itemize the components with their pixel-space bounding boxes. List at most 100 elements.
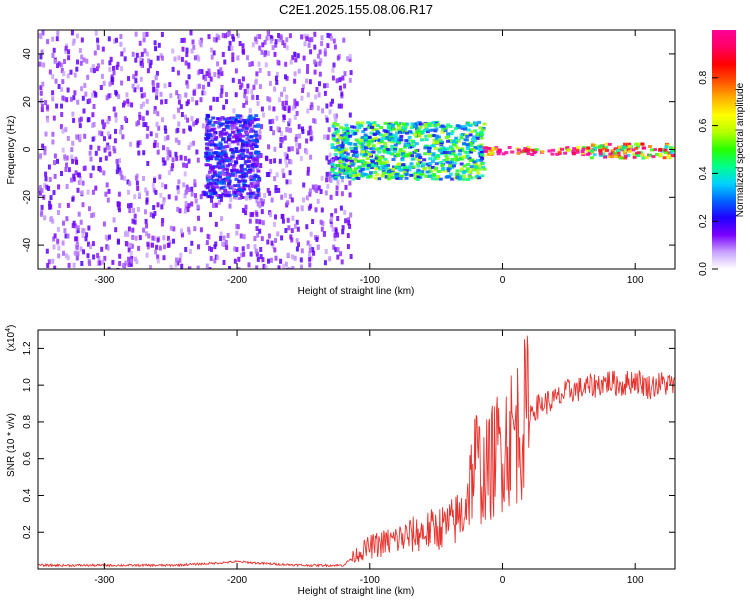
heatmap-cell (384, 132, 389, 136)
heatmap-cell (413, 133, 418, 136)
heatmap-cell (391, 123, 395, 127)
heatmap-cell (142, 37, 146, 43)
heatmap-cell (474, 165, 479, 169)
heatmap-cell (221, 185, 226, 189)
heatmap-cell (290, 197, 294, 203)
heatmap-cell (102, 170, 106, 176)
heatmap-cell (335, 141, 340, 145)
heatmap-cell (62, 71, 66, 77)
heatmap-cell (274, 188, 278, 194)
heatmap-cell (51, 36, 55, 42)
heatmap-cell (337, 156, 342, 160)
heatmap-cell (354, 138, 359, 142)
heatmap-cell (334, 228, 338, 234)
heatmap-cell (648, 153, 653, 157)
heatmap-cell (256, 169, 261, 173)
heatmap-cell (127, 101, 131, 107)
heatmap-cell (613, 151, 618, 155)
heatmap-cell (161, 157, 165, 163)
heatmap-cell (339, 85, 342, 91)
heatmap-cell (160, 182, 164, 188)
heatmap-cell (184, 189, 188, 195)
heatmap-cell (334, 123, 339, 127)
heatmap-cell (117, 191, 121, 197)
heatmap-cell (236, 224, 240, 230)
heatmap-cell (102, 221, 106, 227)
heatmap-cell (287, 267, 291, 269)
heatmap-cell (234, 146, 239, 150)
heatmap-cell (225, 92, 228, 97)
heatmap-cell (429, 123, 434, 127)
heatmap-cell (51, 53, 55, 58)
heatmap-cell (142, 150, 146, 156)
heatmap-cell (636, 154, 641, 158)
heatmap-cell (240, 82, 244, 88)
heatmap-cell (361, 130, 366, 134)
heatmap-cell (532, 151, 537, 155)
heatmap-cell (462, 125, 467, 129)
heatmap-cell (296, 206, 300, 212)
heatmap-cell (672, 148, 675, 152)
heatmap-cell (39, 90, 43, 96)
heatmap-cell (565, 146, 570, 150)
heatmap-cell (447, 150, 452, 154)
heatmap-cell (557, 150, 562, 154)
heatmap-cell (352, 174, 357, 178)
heatmap-cell (390, 152, 395, 156)
heatmap-cell (340, 152, 345, 156)
heatmap-cell (47, 186, 51, 191)
heatmap-cell (252, 175, 256, 179)
heatmap-cell (156, 202, 160, 208)
heatmap-cell (333, 232, 337, 238)
heatmap-cell (166, 242, 170, 248)
heatmap-cell (235, 223, 239, 229)
heatmap-cell (51, 131, 55, 137)
heatmap-cell (248, 176, 253, 180)
heatmap-cell (164, 184, 168, 190)
heatmap-cell (283, 106, 287, 111)
heatmap-cell (275, 79, 279, 85)
heatmap-cell (123, 116, 127, 122)
heatmap-cell (262, 263, 266, 269)
heatmap-cell (155, 71, 159, 76)
heatmap-cell (320, 35, 324, 41)
heatmap-cell (239, 152, 244, 156)
heatmap-cell (253, 158, 258, 162)
heatmap-cell (216, 146, 221, 150)
heatmap-cell (185, 80, 189, 86)
y-tick-label: 1.0 (22, 378, 33, 392)
colorbar-tick-label: 0.6 (698, 118, 709, 132)
heatmap-cell (308, 37, 311, 43)
heatmap-cell (258, 203, 262, 209)
heatmap-cell (255, 226, 259, 231)
heatmap-cell (285, 37, 289, 43)
heatmap-cell (401, 150, 406, 154)
heatmap-cell (450, 157, 455, 161)
heatmap-cell (254, 248, 258, 254)
heatmap-cell (220, 216, 224, 222)
heatmap-cell (70, 154, 74, 160)
heatmap-cell (449, 132, 454, 136)
heatmap-cell (449, 145, 453, 149)
heatmap-cell (134, 78, 138, 84)
heatmap-cell (101, 119, 105, 125)
heatmap-cell (228, 162, 232, 166)
heatmap-cell (248, 108, 252, 114)
heatmap-cell (357, 126, 362, 130)
heatmap-cell (186, 83, 190, 89)
heatmap-cell (56, 238, 60, 244)
heatmap-cell (266, 50, 270, 56)
heatmap-cell (235, 114, 240, 118)
heatmap-cell (64, 233, 68, 239)
heatmap-cell (86, 189, 90, 195)
heatmap-cell (339, 164, 344, 168)
heatmap-cell (204, 76, 208, 82)
heatmap-cell (281, 218, 285, 224)
heatmap-cell (255, 265, 259, 269)
heatmap-cell (383, 141, 388, 145)
heatmap-cell (241, 175, 246, 179)
y-tick-label: 0.2 (22, 525, 33, 539)
heatmap-cell (216, 181, 221, 185)
heatmap-cell (457, 152, 462, 156)
heatmap-cell (337, 148, 342, 152)
